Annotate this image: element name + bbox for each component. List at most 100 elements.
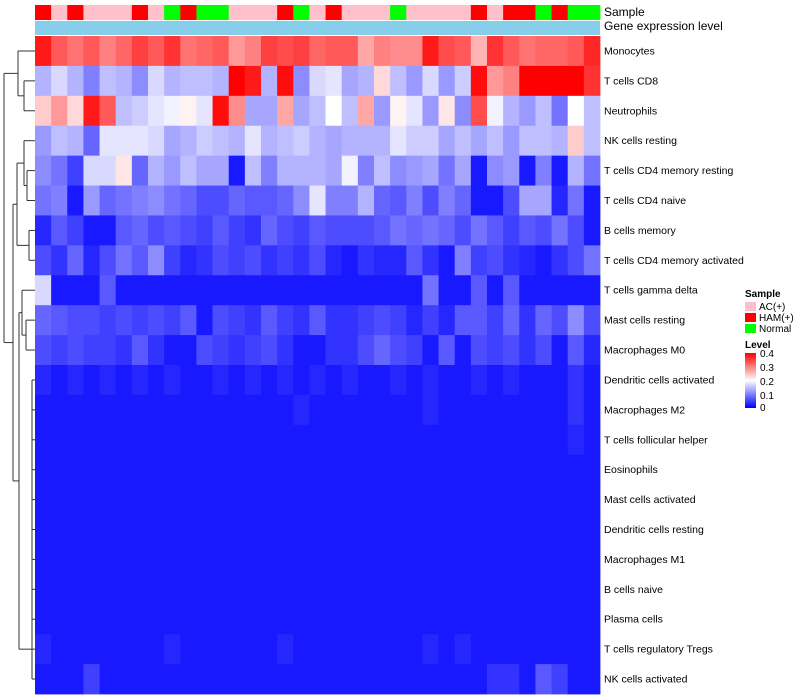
heatmap-cell [196, 634, 213, 665]
heatmap-cell [551, 604, 569, 635]
heatmap-cell [470, 544, 488, 575]
heatmap-cell [212, 424, 230, 456]
heatmap-cell [164, 634, 181, 665]
heatmap-cell [35, 36, 52, 67]
heatmap-cell [196, 664, 213, 695]
heatmap-cell [148, 245, 165, 276]
heatmap-cell [487, 155, 504, 186]
heatmap-cell [374, 65, 391, 97]
heatmap-cell [341, 215, 359, 246]
legend: Sample AC(+) HAM(+) Normal Level 0.4 0.3… [745, 289, 794, 414]
heatmap-cell [212, 125, 230, 157]
heatmap-cell [325, 424, 343, 456]
heatmap-cell [341, 65, 359, 97]
heatmap-cell [196, 275, 213, 306]
heatmap-cell [148, 335, 165, 366]
heatmap-cell [51, 95, 68, 127]
heatmap-cell [454, 245, 472, 276]
heatmap-cell [374, 36, 391, 67]
heatmap-cell [131, 305, 149, 336]
heatmap-cell [35, 95, 52, 127]
heatmap-cell [309, 514, 326, 545]
heatmap-cell [583, 365, 601, 396]
heatmap-cell [293, 604, 310, 635]
heatmap-cell [277, 125, 294, 157]
heatmap-cell [164, 574, 181, 605]
heatmap-cell [519, 185, 536, 216]
heatmap-cell [99, 514, 117, 545]
heatmap-cell [228, 185, 246, 216]
heatmap-cell [519, 245, 536, 276]
heatmap-cell [51, 574, 68, 605]
sample-annotation-cell [277, 5, 294, 20]
heatmap-cell [244, 335, 262, 366]
heatmap-cell [487, 365, 504, 396]
heatmap-cell [454, 514, 472, 545]
heatmap-cell [535, 365, 552, 396]
heatmap-cell [390, 95, 407, 127]
sample-annotation-cell [228, 5, 246, 20]
heatmap-cell [374, 664, 391, 695]
heatmap-cell [51, 155, 68, 186]
sample-annotation-cell [261, 5, 278, 20]
heatmap-cell [277, 155, 294, 186]
heatmap-cell [164, 484, 181, 515]
heatmap-cell [99, 275, 117, 306]
heatmap-cell [261, 36, 278, 67]
heatmap-cell [470, 155, 488, 186]
heatmap-cell [293, 215, 310, 246]
heatmap-cell [454, 125, 472, 157]
heatmap-cell [341, 305, 359, 336]
heatmap-cell [228, 275, 246, 306]
heatmap-cell [196, 544, 213, 575]
heatmap-cells [35, 36, 601, 695]
heatmap-cell [551, 574, 569, 605]
heatmap-cell [390, 574, 407, 605]
heatmap-cell [115, 484, 133, 515]
heatmap-cell [357, 245, 375, 276]
heatmap-cell [261, 215, 278, 246]
heatmap-cell [374, 275, 391, 306]
heatmap-cell [470, 65, 488, 97]
sample-annotation-cell [583, 5, 601, 20]
heatmap-cell [35, 305, 52, 336]
heatmap-cell [438, 275, 456, 306]
heatmap-cell [261, 454, 278, 486]
heatmap-cell [583, 65, 601, 97]
heatmap-cell [583, 574, 601, 605]
heatmap-cell [83, 185, 100, 216]
heatmap-cell [83, 335, 100, 366]
heatmap-cell [115, 305, 133, 336]
heatmap-cell [196, 185, 213, 216]
heatmap-cell [390, 544, 407, 575]
heatmap-cell [293, 424, 310, 456]
heatmap-cell [115, 574, 133, 605]
heatmap-cell [67, 394, 84, 426]
heatmap-cell [261, 95, 278, 127]
heatmap-cell [148, 275, 165, 306]
heatmap-cell [309, 664, 326, 695]
heatmap-cell [228, 155, 246, 186]
heatmap-cell [470, 484, 488, 515]
heatmap-cell [487, 454, 504, 486]
heatmap-cell [196, 365, 213, 396]
heatmap-cell [83, 664, 100, 695]
heatmap-cell [567, 305, 585, 336]
heatmap-cell [99, 125, 117, 157]
heatmap-cell [390, 394, 407, 426]
heatmap-cell [67, 335, 84, 366]
heatmap-cell [99, 604, 117, 635]
heatmap-cell [390, 424, 407, 456]
legend-sample-title: Sample [745, 289, 781, 300]
row-label: Plasma cells [604, 614, 663, 626]
heatmap-cell [390, 125, 407, 157]
heatmap-cell [503, 245, 520, 276]
heatmap-cell [406, 664, 423, 695]
heatmap-cell [325, 36, 343, 67]
heatmap-cell [293, 95, 310, 127]
heatmap-cell [67, 454, 84, 486]
heatmap-cell [67, 365, 84, 396]
heatmap-cell [535, 574, 552, 605]
heatmap-cell [438, 544, 456, 575]
heatmap-cell [551, 305, 569, 336]
